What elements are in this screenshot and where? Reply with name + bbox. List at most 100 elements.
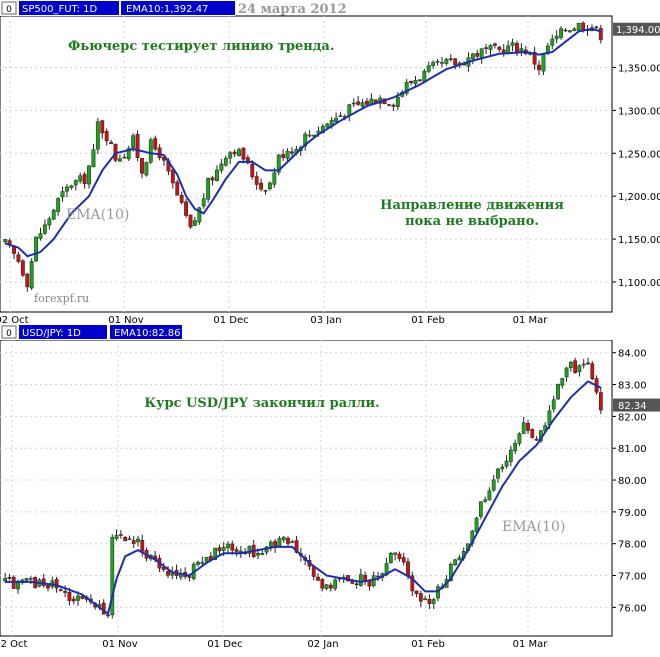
usdjpy-window-button[interactable]	[1, 325, 17, 339]
usdjpy-candle	[410, 571, 415, 597]
sp500-candle	[554, 30, 559, 44]
usdjpy-candle	[290, 539, 295, 544]
usdjpy-candle	[457, 554, 462, 561]
sp500-candle	[51, 208, 56, 221]
usdjpy-candle	[478, 501, 483, 520]
usdjpy-candle	[358, 568, 363, 587]
sp500-candle	[563, 28, 568, 32]
usdjpy-date-tick-label: 01 Dec	[207, 639, 242, 650]
usdjpy-candle	[388, 551, 393, 564]
sp500-candle	[387, 104, 391, 107]
usdjpy-price-tick-label: 77.00	[618, 572, 647, 583]
usdjpy-candle	[474, 516, 479, 534]
sp500-indicator-label: EMA10:1,392.47	[126, 4, 208, 15]
sp500-candle	[267, 181, 272, 191]
sp500-candle	[82, 171, 87, 189]
sp500-last-price-text: 1,394.00	[616, 25, 660, 36]
usdjpy-candle	[577, 364, 582, 377]
usdjpy-candle	[556, 383, 560, 400]
usdjpy-candle	[161, 562, 166, 572]
sp500-window-button[interactable]	[1, 1, 17, 15]
sp500-candle	[576, 22, 581, 31]
sp500-symbol-label: SP500_FUT: 1D	[22, 4, 97, 15]
usdjpy-candle	[487, 487, 492, 501]
sp500-candle	[219, 158, 224, 174]
sp500-candle	[559, 26, 564, 40]
sp500-indicator-tab[interactable]	[121, 1, 235, 15]
sp500-annotation-undecided: пока не выбрано.	[405, 214, 539, 229]
sp500-candle	[232, 149, 237, 158]
usdjpy-plot-area	[0, 339, 613, 637]
sp500-ema-label: EMA(10)	[66, 207, 129, 223]
usdjpy-candle	[581, 359, 586, 369]
sp500-price-tick-label: 1,350.00	[618, 63, 660, 74]
usdjpy-price-tick-label: 83.00	[618, 381, 647, 392]
sp500-candle	[95, 118, 100, 155]
usdjpy-candle	[414, 590, 419, 598]
usdjpy-candle	[226, 541, 230, 553]
usdjpy-ema-label: EMA(10)	[502, 519, 565, 535]
usdjpy-candle	[586, 357, 590, 366]
sp500-candle	[285, 148, 290, 162]
sp500-time-axis: 02 Oct 01 Nov 01 Dec 03 Jan 01 Feb 01 Mar	[0, 315, 548, 326]
usdjpy-price-tick-label: 81.00	[618, 444, 647, 455]
sp500-candle	[228, 151, 233, 165]
usdjpy-candle	[504, 455, 509, 469]
sp500-window-icon: 0	[6, 5, 12, 15]
usdjpy-last-price-bg	[613, 398, 660, 412]
usdjpy-last-price-badge: 82.34	[613, 398, 660, 412]
sp500-candle	[510, 38, 515, 52]
sp500-date-tick-label: 02 Oct	[0, 315, 29, 326]
usdjpy-window-icon: 0	[6, 329, 12, 339]
sp500-candle	[144, 161, 149, 177]
sp500-candle	[550, 34, 555, 50]
usdjpy-candle	[7, 574, 12, 581]
usdjpy-candle	[71, 596, 76, 605]
sp500-symbol-tab[interactable]	[19, 1, 119, 15]
watermark-date: 24 марта 2012	[238, 2, 347, 17]
usdjpy-candle	[530, 428, 535, 439]
usdjpy-price-tick-label: 84.00	[618, 349, 647, 360]
sp500-candle	[140, 158, 144, 179]
sp500-candle	[307, 130, 312, 138]
usdjpy-candle	[268, 539, 273, 552]
sp500-candle	[365, 97, 369, 105]
usdjpy-candle	[123, 536, 128, 542]
usdjpy-last-price-text: 82.34	[618, 401, 647, 412]
usdjpy-candle	[320, 577, 325, 592]
sp500-candle	[567, 30, 572, 33]
sp500-candle	[122, 153, 127, 159]
sp500-candle	[488, 44, 493, 56]
sp500-ema-line	[4, 27, 602, 258]
sp500-annotation-trend: Фьючерс тестирует линию тренда.	[68, 39, 334, 54]
usdjpy-candle	[436, 583, 440, 602]
sp500-candle	[56, 197, 61, 216]
usdjpy-panel: 76.00 77.00 78.00 79.00 80.00 81.00 82.00 83.00…	[0, 324, 660, 650]
sp500-candle	[157, 144, 162, 161]
usdjpy-candle	[127, 535, 132, 540]
usdjpy-candle	[286, 536, 290, 548]
usdjpy-candle	[260, 549, 265, 556]
usdjpy-candle	[453, 558, 458, 566]
usdjpy-indicator-tab[interactable]	[110, 325, 182, 339]
sp500-price-tick-label: 1,150.00	[618, 235, 660, 246]
sp500-price-axis: 1,100.00 1,150.00 1,200.00 1,250.00 1,300.00…	[612, 63, 660, 289]
sp500-candle	[3, 238, 8, 245]
usdjpy-symbol-tab[interactable]	[19, 325, 107, 339]
usdjpy-grid	[0, 340, 612, 636]
usdjpy-candle	[590, 361, 595, 381]
sp500-candle	[29, 258, 34, 291]
sp500-annotation-direction: Направление движения	[380, 198, 564, 213]
sp500-header: 0 SP500_FUT: 1D EMA10:1,392.47	[0, 0, 235, 16]
sp500-candle	[201, 193, 206, 209]
sp500-candle	[117, 154, 122, 162]
sp500-candle	[409, 80, 414, 86]
sp500-candle	[153, 135, 158, 152]
sp500-candle	[60, 186, 65, 202]
sp500-candle	[20, 259, 25, 278]
sp500-candle	[572, 27, 577, 32]
sp500-candle	[42, 219, 47, 235]
source-watermark: forexpf.ru	[34, 292, 89, 305]
sp500-candle	[281, 149, 286, 161]
sp500-candle	[69, 184, 74, 190]
